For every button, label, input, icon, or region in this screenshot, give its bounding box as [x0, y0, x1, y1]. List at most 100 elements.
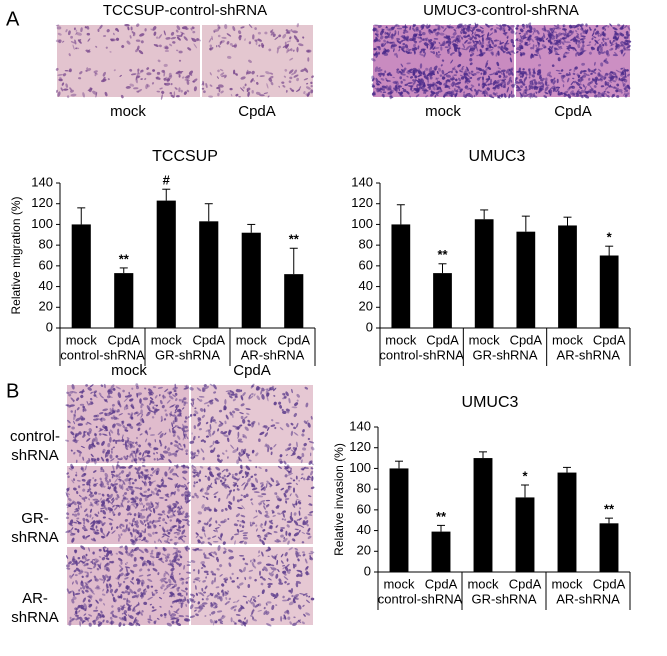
- cell: [412, 81, 416, 85]
- cell: [508, 27, 511, 31]
- cell: [500, 45, 503, 49]
- cell: [220, 72, 225, 76]
- cell: [426, 43, 429, 49]
- cell: [289, 87, 294, 93]
- cell: [497, 70, 501, 74]
- cell: [286, 47, 289, 54]
- cell: [387, 91, 393, 95]
- cell: [290, 48, 293, 52]
- cell: [548, 90, 551, 94]
- cell: [435, 32, 439, 37]
- cell: [212, 541, 219, 543]
- cell: [503, 80, 506, 84]
- cell: [515, 77, 518, 82]
- cell: [390, 46, 395, 49]
- cell: [145, 83, 149, 90]
- cell: [168, 72, 172, 78]
- cell: [556, 24, 560, 29]
- cell: [293, 74, 299, 78]
- cell: [409, 26, 411, 31]
- cell: [102, 71, 106, 77]
- bar: [114, 273, 134, 328]
- cell: [165, 76, 169, 81]
- cell: [535, 91, 538, 94]
- cell: [310, 84, 313, 88]
- bar: [473, 458, 493, 572]
- cell: [555, 69, 561, 72]
- cell: [532, 44, 535, 50]
- cell: [516, 88, 522, 92]
- cell: [441, 76, 446, 80]
- cell: [402, 31, 406, 34]
- cell: [417, 80, 422, 85]
- cell: [240, 87, 245, 92]
- x-tick-label: CpdA: [593, 332, 626, 347]
- cell: [492, 80, 497, 86]
- cell: [109, 51, 112, 53]
- cell: [423, 76, 429, 78]
- cell: [523, 76, 528, 82]
- cell: [597, 72, 601, 77]
- cell: [404, 24, 407, 30]
- cell: [553, 47, 559, 51]
- y-tick-label: 60: [39, 257, 53, 272]
- cell: [290, 29, 293, 32]
- cell: [610, 41, 614, 46]
- cell: [217, 26, 221, 30]
- cell: [178, 50, 183, 54]
- cell: [268, 48, 272, 52]
- cell: [459, 74, 465, 78]
- cell: [455, 49, 458, 52]
- cell: [435, 93, 439, 97]
- cell: [582, 74, 587, 78]
- cell: [186, 80, 190, 85]
- cell: [62, 73, 67, 77]
- cell: [585, 23, 588, 27]
- cell: [527, 36, 529, 41]
- cell: [485, 37, 491, 41]
- cell: [509, 57, 512, 63]
- cell: [622, 52, 626, 57]
- cell: [378, 80, 382, 84]
- cell: [371, 85, 375, 88]
- cell: [609, 76, 615, 82]
- cell: [426, 83, 430, 86]
- cell: [428, 66, 433, 73]
- cell: [536, 47, 540, 51]
- cell: [581, 48, 585, 53]
- cell: [417, 36, 421, 39]
- cell: [605, 86, 609, 91]
- cell: [622, 75, 627, 79]
- cell: [405, 48, 409, 53]
- cell: [583, 73, 587, 75]
- group-label: AR-shRNA: [241, 347, 305, 362]
- cell: [550, 78, 554, 82]
- cell: [598, 43, 602, 48]
- cell: [469, 29, 474, 33]
- y-tick-label: 0: [364, 563, 371, 578]
- cell: [136, 90, 140, 93]
- cell: [169, 43, 173, 47]
- cell: [597, 50, 601, 56]
- cell: [521, 92, 525, 97]
- cell: [615, 69, 620, 73]
- cell: [505, 52, 509, 55]
- cell: [442, 26, 445, 29]
- cell: [516, 24, 520, 28]
- cell: [423, 42, 427, 46]
- cell: [70, 35, 74, 39]
- cell: [544, 91, 549, 95]
- chart-title: TCCSUP: [152, 148, 218, 165]
- cell: [371, 58, 376, 62]
- cell: [585, 74, 590, 76]
- cell: [540, 79, 544, 82]
- cell: [515, 77, 519, 80]
- cell: [270, 29, 274, 33]
- cell: [507, 51, 512, 56]
- cell: [138, 72, 141, 75]
- cell: [444, 84, 448, 89]
- cell: [205, 82, 208, 89]
- cell: [508, 76, 512, 82]
- row-label: GR-: [21, 510, 49, 527]
- cell: [488, 25, 494, 27]
